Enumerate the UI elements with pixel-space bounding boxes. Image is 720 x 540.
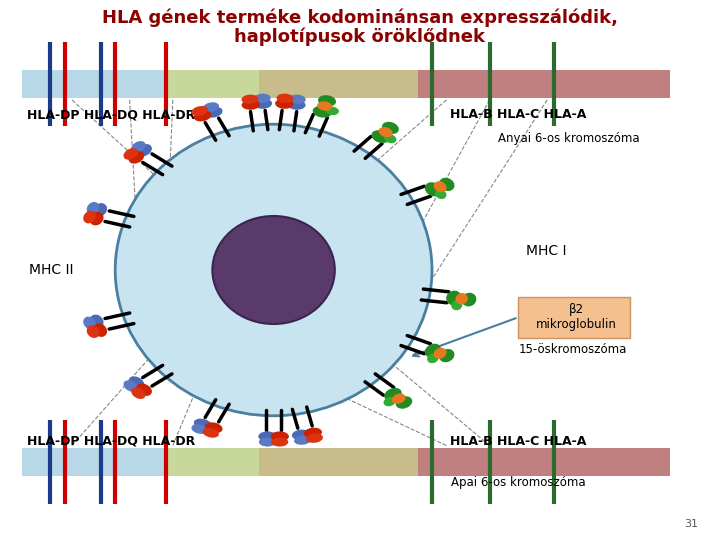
Ellipse shape — [131, 387, 145, 399]
Ellipse shape — [129, 151, 144, 164]
Ellipse shape — [271, 437, 288, 447]
Ellipse shape — [384, 397, 396, 406]
Ellipse shape — [451, 300, 462, 310]
Text: β2
mikroglobulin: β2 mikroglobulin — [536, 303, 616, 331]
Ellipse shape — [136, 383, 152, 396]
Ellipse shape — [205, 107, 222, 118]
Ellipse shape — [84, 316, 96, 329]
Ellipse shape — [136, 144, 152, 157]
Ellipse shape — [384, 134, 397, 143]
Ellipse shape — [202, 102, 219, 112]
Ellipse shape — [427, 353, 438, 363]
Ellipse shape — [202, 428, 219, 438]
Bar — [166, 448, 259, 476]
Ellipse shape — [192, 106, 208, 116]
Ellipse shape — [318, 102, 332, 111]
Ellipse shape — [439, 178, 454, 191]
Ellipse shape — [258, 431, 276, 442]
Ellipse shape — [253, 93, 271, 103]
Ellipse shape — [93, 203, 107, 217]
Text: HLA gének terméke kodominánsan expresszálódik,: HLA gének terméke kodominánsan expresszá… — [102, 8, 618, 26]
Ellipse shape — [372, 130, 390, 143]
Bar — [166, 70, 259, 98]
Ellipse shape — [456, 293, 468, 305]
Text: HLA-B HLA-C HLA-A: HLA-B HLA-C HLA-A — [450, 108, 586, 121]
Ellipse shape — [433, 348, 446, 359]
Ellipse shape — [271, 431, 289, 442]
Ellipse shape — [446, 291, 462, 305]
Ellipse shape — [131, 141, 145, 153]
Bar — [418, 448, 670, 476]
Ellipse shape — [396, 396, 413, 409]
Ellipse shape — [194, 111, 212, 122]
Ellipse shape — [462, 293, 477, 306]
Bar — [22, 448, 166, 476]
Ellipse shape — [192, 424, 208, 434]
Ellipse shape — [435, 189, 446, 199]
Ellipse shape — [242, 100, 260, 110]
Ellipse shape — [304, 428, 322, 438]
Bar — [418, 70, 670, 98]
Ellipse shape — [241, 94, 258, 104]
Ellipse shape — [439, 349, 454, 362]
Ellipse shape — [292, 430, 310, 440]
Text: haplotípusok öröklődnek: haplotípusok öröklődnek — [235, 27, 485, 45]
Ellipse shape — [287, 100, 305, 110]
Ellipse shape — [253, 99, 272, 109]
Bar — [518, 297, 630, 338]
Ellipse shape — [115, 124, 432, 416]
Ellipse shape — [124, 380, 138, 392]
Ellipse shape — [93, 323, 107, 337]
Ellipse shape — [276, 93, 294, 103]
Ellipse shape — [384, 388, 402, 401]
Ellipse shape — [194, 418, 212, 429]
Ellipse shape — [129, 376, 144, 389]
Text: HLA-B HLA-C HLA-A: HLA-B HLA-C HLA-A — [450, 435, 586, 448]
Ellipse shape — [289, 94, 306, 104]
Ellipse shape — [312, 106, 332, 118]
Text: MHC II: MHC II — [29, 263, 73, 277]
Ellipse shape — [294, 435, 311, 445]
Ellipse shape — [259, 437, 276, 447]
Bar — [259, 70, 418, 98]
Ellipse shape — [86, 202, 99, 214]
Ellipse shape — [425, 182, 441, 197]
Ellipse shape — [425, 343, 441, 358]
Ellipse shape — [325, 106, 339, 115]
Ellipse shape — [84, 211, 96, 224]
Text: Anyai 6-os kromoszóma: Anyai 6-os kromoszóma — [498, 132, 639, 145]
Text: HLA-DP HLA-DQ HLA-DR: HLA-DP HLA-DQ HLA-DR — [27, 435, 196, 448]
Text: 15-öskromoszóma: 15-öskromoszóma — [518, 343, 627, 356]
Text: Apai 6-os kromoszóma: Apai 6-os kromoszóma — [451, 476, 585, 489]
Ellipse shape — [124, 148, 138, 160]
Ellipse shape — [205, 422, 222, 433]
Ellipse shape — [433, 181, 446, 192]
Ellipse shape — [306, 434, 323, 443]
Bar — [22, 70, 166, 98]
Text: 31: 31 — [685, 519, 698, 529]
Ellipse shape — [90, 212, 104, 225]
Bar — [259, 448, 418, 476]
Ellipse shape — [212, 216, 335, 324]
Ellipse shape — [318, 95, 336, 106]
Ellipse shape — [382, 122, 399, 134]
Text: MHC I: MHC I — [526, 244, 566, 258]
Ellipse shape — [379, 127, 392, 137]
Ellipse shape — [90, 315, 104, 328]
Ellipse shape — [392, 394, 405, 404]
Ellipse shape — [86, 326, 99, 338]
Ellipse shape — [275, 99, 294, 109]
Text: HLA-DP HLA-DQ HLA-DR: HLA-DP HLA-DQ HLA-DR — [27, 108, 196, 121]
